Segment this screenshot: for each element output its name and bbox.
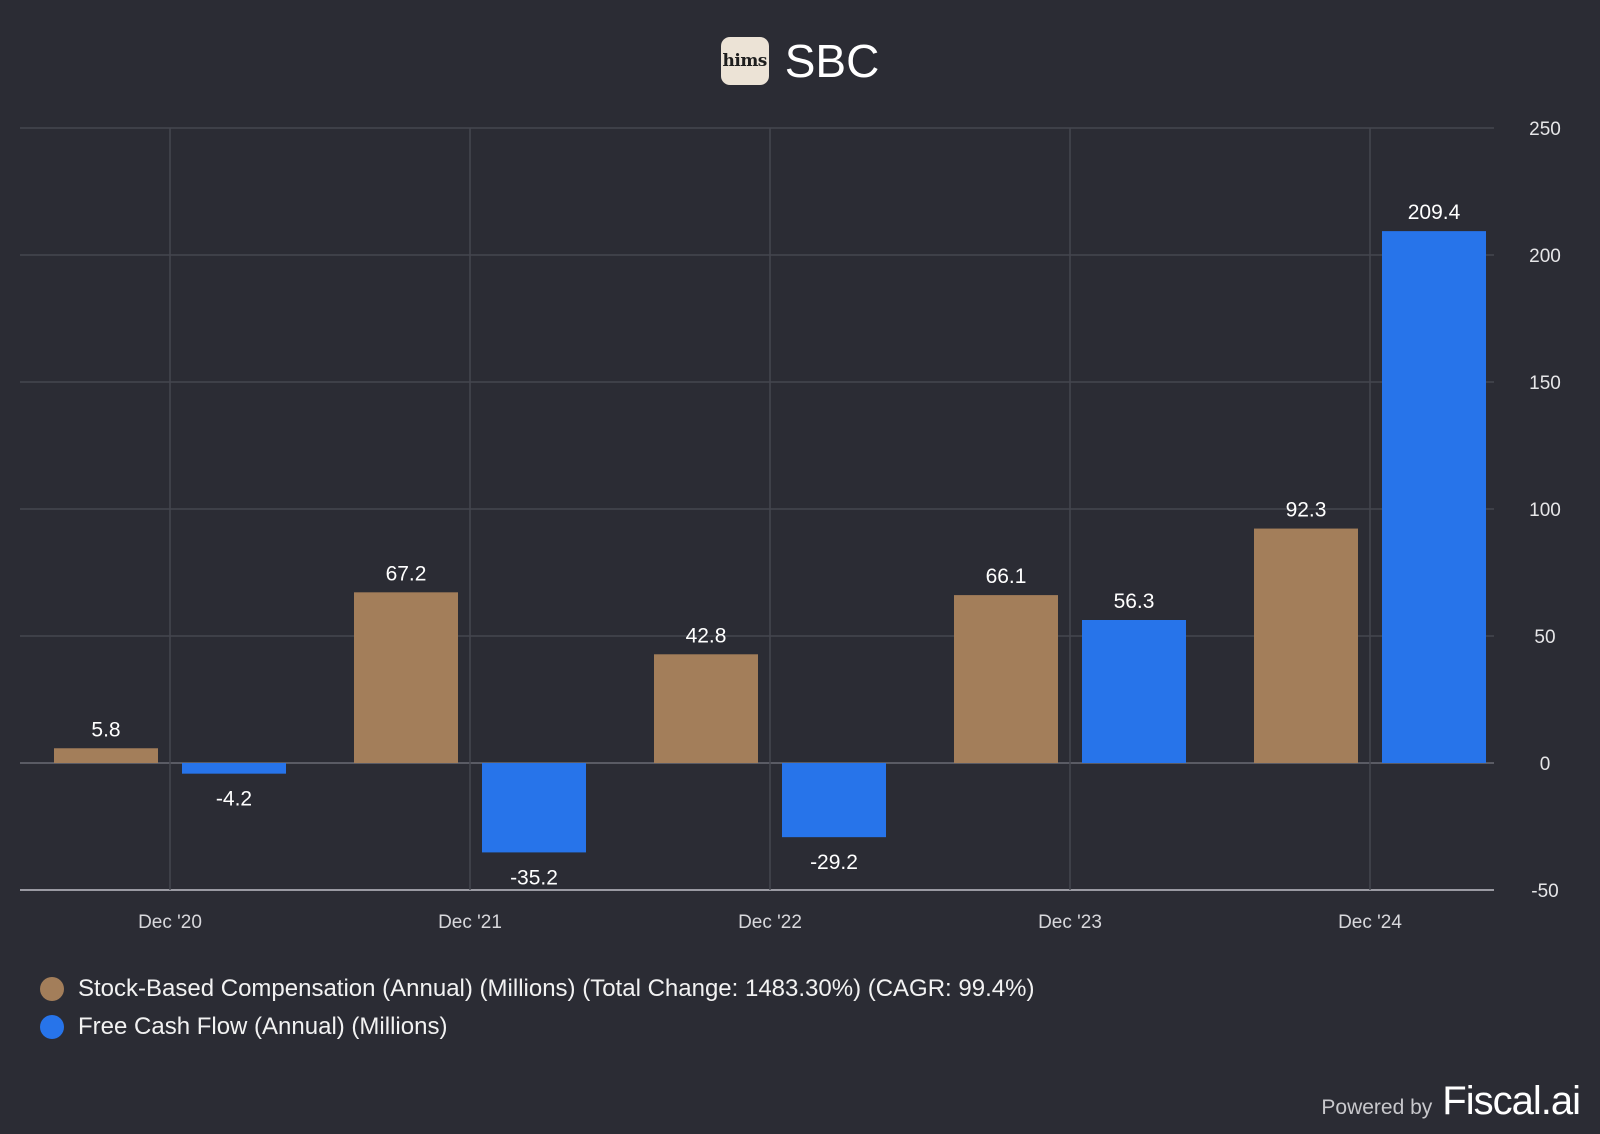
data-label: 92.3: [1286, 499, 1327, 522]
data-label: 66.1: [986, 565, 1027, 588]
data-label: 5.8: [91, 718, 120, 741]
x-tick-label: Dec '23: [1038, 912, 1102, 933]
legend: Stock-Based Compensation (Annual) (Milli…: [40, 970, 1034, 1046]
data-label: -4.2: [216, 788, 252, 811]
bar-chart: 5.8 -4.2 67.2 -35.2 42.8 -29.2 66.1 56.3 92.3 209…: [20, 119, 1561, 933]
bar-sbc[interactable]: [354, 592, 458, 763]
x-axis-ticks: Dec '20 Dec '21 Dec '22 Dec '23 Dec '24: [138, 912, 1402, 933]
powered-by-text: Powered by: [1321, 1096, 1433, 1119]
chart-header: hims SBC: [0, 34, 1600, 88]
x-tick-label: Dec '21: [438, 912, 502, 933]
data-label: 42.8: [686, 624, 727, 647]
legend-label-sbc: Stock-Based Compensation (Annual) (Milli…: [78, 975, 1035, 1002]
data-label: 56.3: [1114, 590, 1155, 613]
y-tick-label: 200: [1529, 246, 1561, 267]
footer: Powered by Fiscal.ai: [1321, 1079, 1581, 1124]
legend-item-sbc[interactable]: Stock-Based Compensation (Annual) (Milli…: [40, 970, 1034, 1008]
bars: [54, 231, 1486, 853]
bar-fcf[interactable]: [482, 763, 586, 853]
legend-label-fcf: Free Cash Flow (Annual) (Millions): [78, 1013, 448, 1040]
data-label: -29.2: [810, 851, 858, 874]
data-label: 67.2: [386, 562, 427, 585]
bar-sbc[interactable]: [54, 748, 158, 763]
bar-fcf[interactable]: [1382, 231, 1486, 763]
x-tick-label: Dec '20: [138, 912, 202, 933]
y-tick-label: 100: [1529, 500, 1561, 521]
y-tick-label: 50: [1534, 627, 1555, 648]
legend-dot-sbc: [40, 977, 64, 1001]
bar-fcf[interactable]: [1082, 619, 1186, 763]
grid-lines: [20, 127, 1494, 891]
fiscal-ai-logo[interactable]: Fiscal.ai: [1442, 1079, 1581, 1123]
bar-sbc[interactable]: [654, 654, 758, 763]
chart-title: SBC: [784, 35, 880, 87]
bar-sbc[interactable]: [954, 595, 1058, 763]
y-tick-label: 0: [1540, 754, 1551, 775]
bar-sbc[interactable]: [1254, 528, 1358, 763]
y-tick-label: -50: [1531, 881, 1558, 902]
bar-fcf[interactable]: [182, 763, 286, 774]
legend-dot-fcf: [40, 1015, 64, 1039]
data-label: -35.2: [510, 866, 558, 889]
x-tick-label: Dec '24: [1338, 912, 1402, 933]
y-axis-ticks: 250 200 150 100 50 0 -50: [1529, 119, 1561, 902]
x-tick-label: Dec '22: [738, 912, 802, 933]
bar-fcf[interactable]: [782, 763, 886, 838]
hims-logo: hims: [720, 37, 769, 85]
y-tick-label: 150: [1529, 373, 1561, 394]
data-labels: 5.8 -4.2 67.2 -35.2 42.8 -29.2 66.1 56.3 92.3 209…: [91, 201, 1460, 889]
legend-item-fcf[interactable]: Free Cash Flow (Annual) (Millions): [40, 1008, 1034, 1046]
data-label: 209.4: [1408, 201, 1461, 224]
y-tick-label: 250: [1529, 119, 1561, 140]
